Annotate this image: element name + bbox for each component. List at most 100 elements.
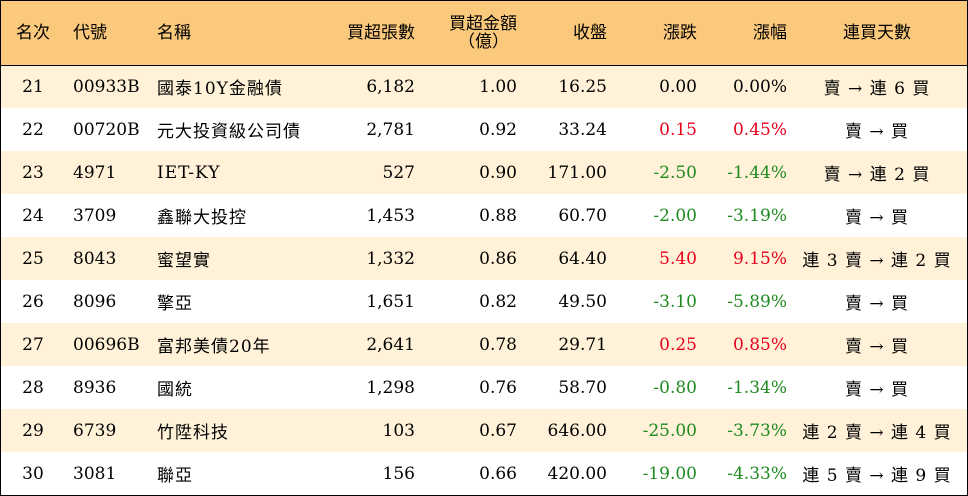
cell-change: -2.50: [653, 162, 697, 183]
cell-name: IET-KY: [157, 162, 221, 183]
cell-change: 0.15: [659, 119, 697, 140]
cell-change: -19.00: [642, 463, 697, 484]
table-row: 24 3709 鑫聯大投控 1,453 0.88 60.70 -2.00 -3.…: [1, 194, 967, 237]
cell-change: -25.00: [642, 420, 697, 441]
cell-lots: 527: [382, 162, 415, 183]
cell-code: 00720B: [73, 119, 140, 140]
cell-lots: 2,641: [366, 334, 415, 355]
cell-lots: 103: [382, 420, 415, 441]
cell-name: 竹陞科技: [157, 423, 229, 443]
cell-rank: 25: [22, 248, 44, 269]
cell-amount: 0.82: [479, 291, 517, 312]
cell-pct-change: -4.33%: [727, 463, 787, 484]
cell-amount: 0.92: [479, 119, 517, 140]
table-row: 27 00696B 富邦美債20年 2,641 0.78 29.71 0.25 …: [1, 323, 967, 366]
cell-name: 蜜望實: [157, 251, 211, 271]
cell-pct-change: 9.15%: [732, 248, 787, 269]
cell-rank: 22: [22, 119, 44, 140]
cell-lots: 1,332: [366, 248, 415, 269]
table-row: 28 8936 國統 1,298 0.76 58.70 -0.80 -1.34%…: [1, 366, 967, 409]
cell-lots: 1,651: [366, 291, 415, 312]
cell-pct-change: 0.45%: [732, 119, 787, 140]
cell-name: 國統: [157, 380, 193, 400]
cell-amount: 0.66: [479, 463, 517, 484]
cell-close: 60.70: [558, 205, 607, 226]
cell-name: 元大投資級公司債: [157, 122, 301, 142]
cell-lots: 1,298: [366, 377, 415, 398]
cell-code: 4971: [73, 162, 117, 183]
cell-consecutive-days: 賣 → 買: [844, 294, 910, 314]
cell-amount: 0.90: [479, 162, 517, 183]
cell-pct-change: -3.19%: [727, 205, 787, 226]
cell-rank: 26: [22, 291, 44, 312]
header-consecutive-days: 連買天數: [787, 1, 967, 66]
header-name: 名稱: [149, 1, 329, 66]
header-change: 漲跌: [607, 1, 697, 66]
cell-close: 171.00: [547, 162, 607, 183]
cell-pct-change: 0.00%: [732, 76, 787, 97]
header-net-buy-lots: 買超張數: [329, 1, 415, 66]
header-close: 收盤: [517, 1, 607, 66]
cell-amount: 0.78: [479, 334, 517, 355]
cell-rank: 29: [22, 420, 44, 441]
cell-consecutive-days: 賣 → 買: [844, 337, 910, 357]
table-header-row: 名次 代號 名稱 買超張數 買超金額 （億） 收盤 漲跌 漲幅 連買天數: [1, 1, 967, 66]
cell-lots: 6,182: [366, 76, 415, 97]
cell-close: 64.40: [558, 248, 607, 269]
cell-rank: 30: [22, 463, 44, 484]
cell-code: 3081: [73, 463, 117, 484]
cell-code: 3709: [73, 205, 117, 226]
cell-consecutive-days: 連 5 賣 → 連 9 買: [802, 466, 952, 486]
table-row: 26 8096 擎亞 1,651 0.82 49.50 -3.10 -5.89%…: [1, 280, 967, 323]
table-row: 25 8043 蜜望實 1,332 0.86 64.40 5.40 9.15% …: [1, 237, 967, 280]
cell-change: 0.00: [659, 76, 697, 97]
cell-name: 富邦美債20年: [157, 337, 271, 357]
cell-consecutive-days: 連 2 賣 → 連 4 買: [802, 423, 952, 443]
cell-consecutive-days: 賣 → 買: [844, 380, 910, 400]
cell-consecutive-days: 賣 → 連 2 買: [823, 165, 931, 185]
cell-close: 29.71: [558, 334, 607, 355]
cell-change: -0.80: [653, 377, 697, 398]
header-net-buy-amount-line1: 買超金額: [449, 13, 517, 34]
cell-rank: 21: [22, 76, 44, 97]
cell-amount: 1.00: [479, 76, 517, 97]
cell-amount: 0.88: [479, 205, 517, 226]
cell-pct-change: -3.73%: [727, 420, 787, 441]
cell-rank: 23: [22, 162, 44, 183]
cell-rank: 24: [22, 205, 44, 226]
cell-consecutive-days: 賣 → 買: [844, 122, 910, 142]
cell-code: 8096: [73, 291, 117, 312]
cell-pct-change: -1.34%: [727, 377, 787, 398]
cell-amount: 0.76: [479, 377, 517, 398]
cell-close: 33.24: [558, 119, 607, 140]
cell-lots: 156: [382, 463, 415, 484]
cell-code: 8043: [73, 248, 117, 269]
cell-lots: 1,453: [366, 205, 415, 226]
cell-code: 8936: [73, 377, 117, 398]
cell-consecutive-days: 賣 → 連 6 買: [823, 79, 931, 100]
cell-pct-change: -1.44%: [727, 162, 787, 183]
header-pct-change: 漲幅: [697, 1, 787, 66]
cell-pct-change: 0.85%: [732, 334, 787, 355]
cell-code: 00933B: [73, 76, 140, 97]
cell-rank: 28: [22, 377, 44, 398]
cell-change: 5.40: [659, 248, 697, 269]
cell-close: 49.50: [558, 291, 607, 312]
cell-close: 646.00: [547, 420, 607, 441]
cell-amount: 0.67: [479, 420, 517, 441]
cell-close: 16.25: [558, 76, 607, 97]
table-row: 30 3081 聯亞 156 0.66 420.00 -19.00 -4.33%…: [1, 452, 967, 495]
cell-change: 0.25: [659, 334, 697, 355]
cell-consecutive-days: 連 3 賣 → 連 2 買: [802, 251, 952, 271]
table-row: 21 00933B 國泰10Y金融債 6,182 1.00 16.25 0.00…: [1, 65, 967, 108]
cell-name: 聯亞: [157, 466, 193, 486]
cell-close: 58.70: [558, 377, 607, 398]
cell-name: 國泰10Y金融債: [157, 79, 283, 100]
header-rank: 名次: [1, 1, 65, 66]
cell-amount: 0.86: [479, 248, 517, 269]
cell-code: 00696B: [73, 334, 140, 355]
cell-change: -3.10: [653, 291, 697, 312]
cell-change: -2.00: [653, 205, 697, 226]
